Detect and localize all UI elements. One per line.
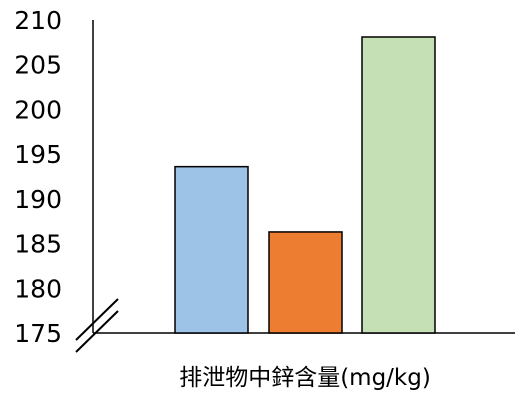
y-tick-label: 190 [14, 185, 62, 214]
axis-break-line [75, 298, 119, 341]
axis-break-line [75, 310, 119, 353]
bar [268, 231, 343, 334]
bars [174, 36, 436, 334]
bar [174, 165, 249, 334]
y-tick-label: 175 [14, 319, 62, 348]
y-tick-label: 210 [14, 6, 62, 35]
y-tick-label: 200 [14, 95, 62, 124]
y-tick-label: 185 [14, 230, 62, 259]
y-tick-labels: 175 180 185 190 195 200 205 210 [14, 6, 62, 348]
y-tick-label: 180 [14, 274, 62, 303]
bar [361, 36, 436, 334]
axis-break-mark [75, 298, 119, 353]
x-axis-title: 排泄物中鋅含量(mg/kg) [179, 365, 431, 391]
y-tick-label: 205 [14, 51, 62, 80]
y-tick-label: 195 [14, 140, 62, 169]
